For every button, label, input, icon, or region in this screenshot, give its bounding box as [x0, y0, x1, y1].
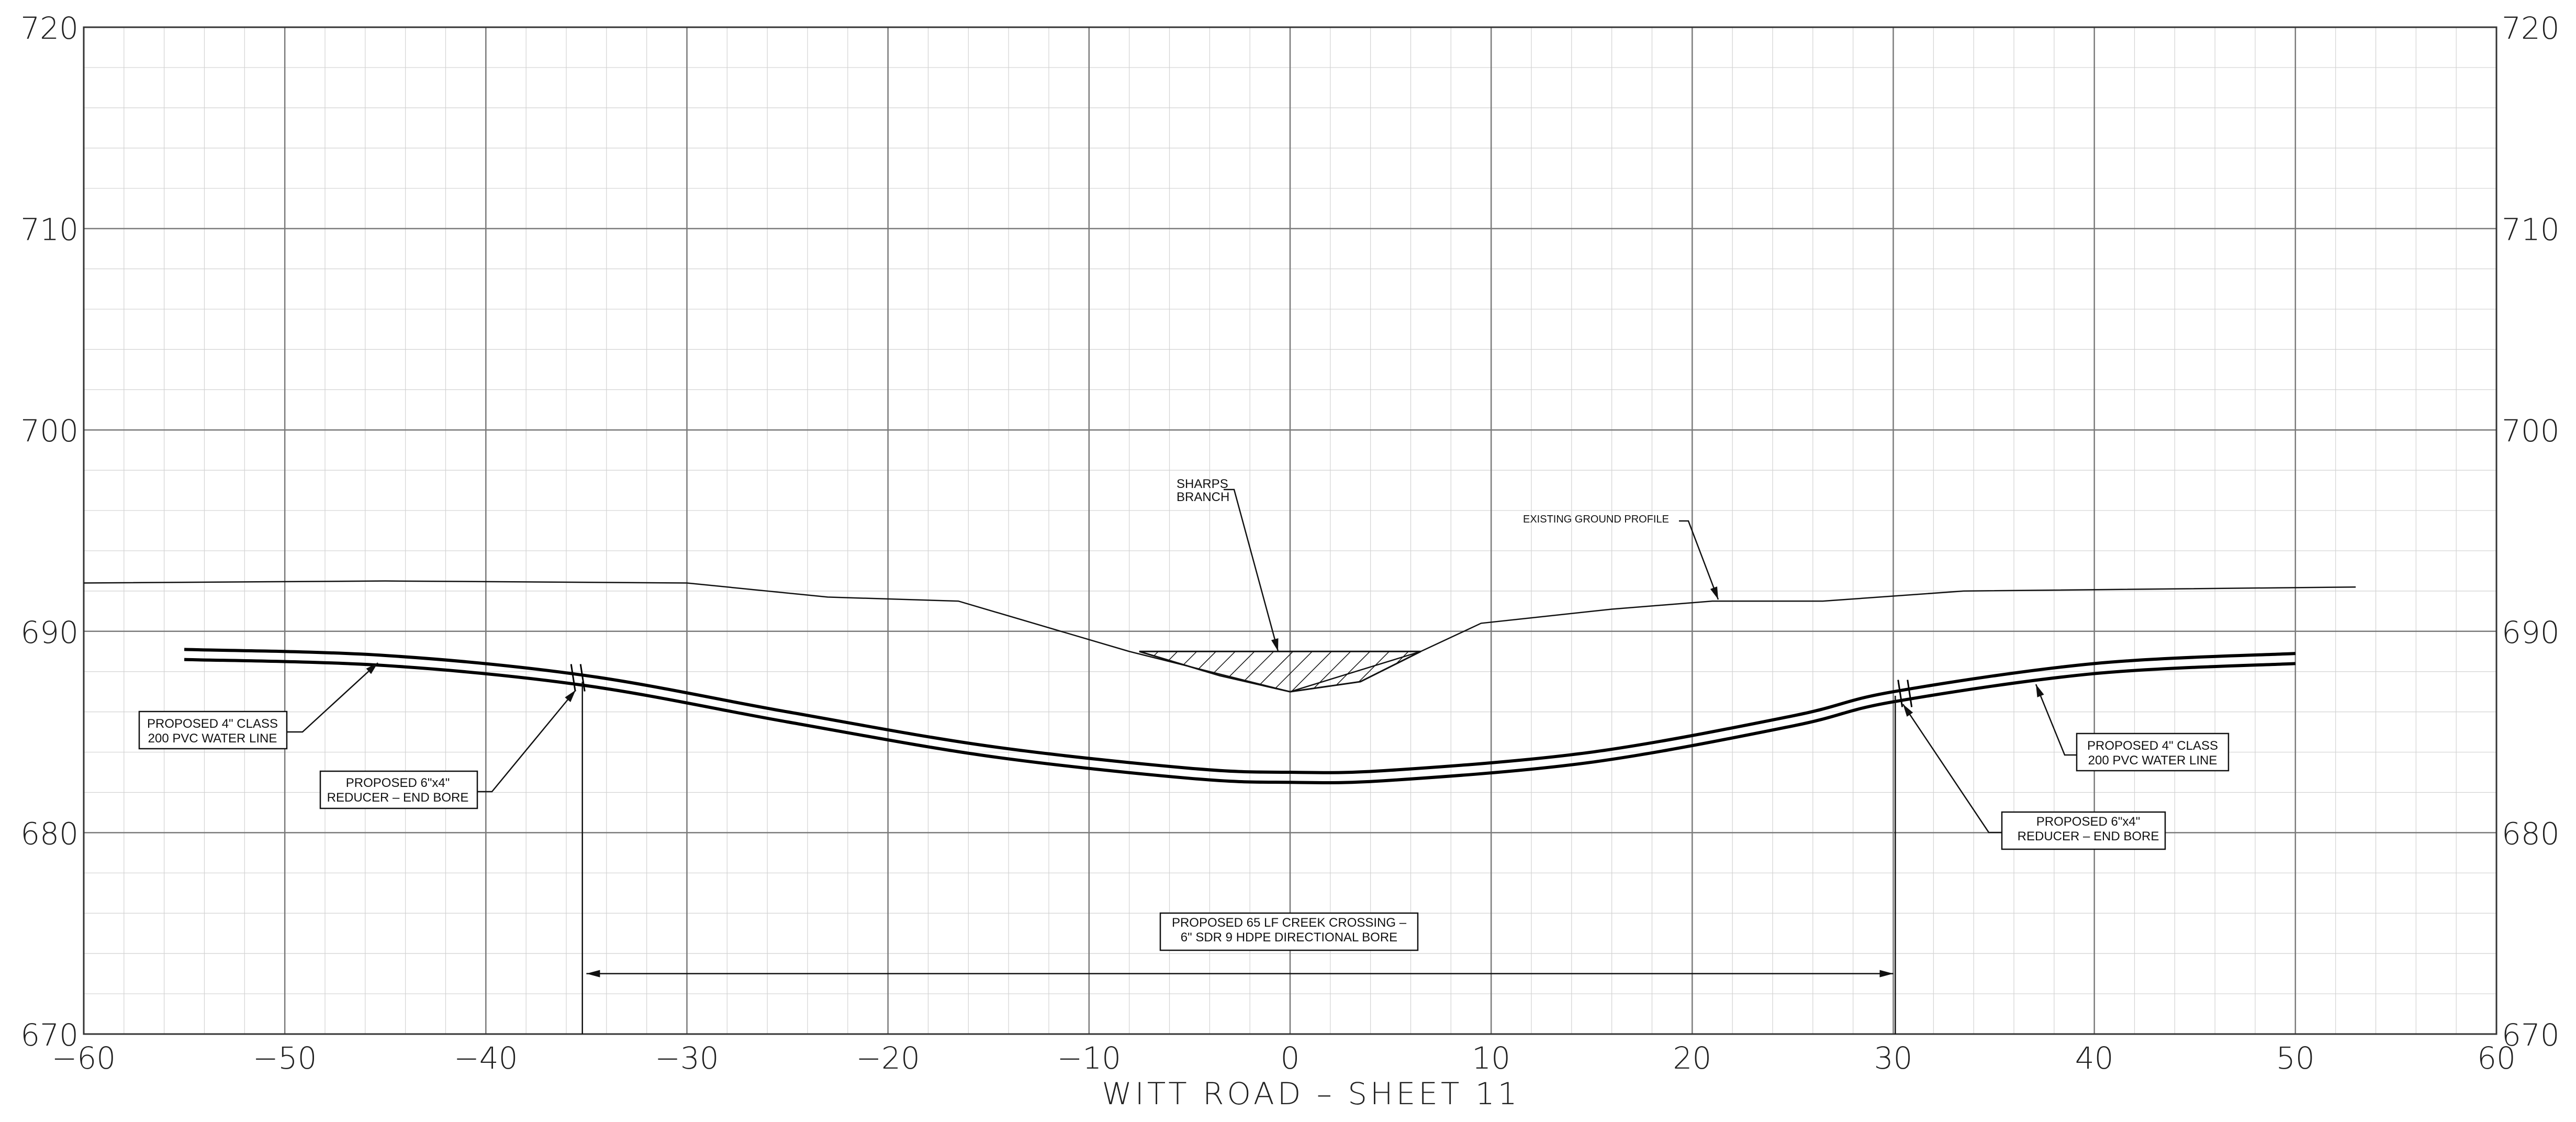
callout-existing-ground: EXISTING GROUND PROFILE — [1523, 514, 1669, 525]
reducer-break-line — [1907, 680, 1913, 707]
x-tick-label: 10 — [1472, 1040, 1510, 1076]
callout-line: REDUCER – END BORE — [2018, 829, 2159, 843]
leader-arrowhead — [366, 663, 378, 674]
x-tick-label: −40 — [454, 1040, 518, 1076]
proposed-water-line-top — [184, 648, 2295, 774]
y-tick-label-left: 720 — [20, 10, 79, 46]
leader-line — [1224, 488, 1279, 652]
callout-line: REDUCER – END BORE — [327, 791, 469, 805]
bore-dimension — [581, 681, 1896, 1034]
callout-leaders — [287, 488, 2077, 834]
callout-water-line-left: PROPOSED 4" CLASS 200 PVC WATER LINE — [138, 710, 288, 750]
leader-arrowhead — [1903, 704, 1913, 717]
dimension-arrowhead — [1879, 970, 1894, 977]
y-tick-label-right: 720 — [2502, 10, 2560, 46]
leader-arrowhead — [565, 690, 576, 702]
x-axis-ticks: −60 −50 −40 −30 −20 −10 0 10 20 30 40 50… — [52, 1040, 2516, 1076]
x-tick-label: −20 — [856, 1040, 920, 1076]
y-tick-label-right: 680 — [2502, 816, 2560, 851]
y-tick-label-left: 680 — [20, 816, 79, 851]
y-tick-label-left: 700 — [20, 413, 79, 449]
creek-water-hatch — [1139, 650, 1421, 693]
leader-arrowhead — [1710, 586, 1718, 599]
leader-line — [287, 662, 378, 733]
x-tick-label: −60 — [52, 1040, 116, 1076]
callout-line: PROPOSED 6"x4" — [2036, 815, 2140, 829]
callout-box — [319, 770, 478, 809]
reducer-break-line — [1897, 680, 1903, 707]
callout-line: PROPOSED 65 LF CREEK CROSSING – — [1172, 916, 1407, 930]
x-tick-label: 50 — [2276, 1040, 2315, 1076]
y-axis-ticks-left: 670 680 690 700 710 720 — [20, 10, 79, 1053]
reducer-break-line — [570, 664, 576, 692]
callout-line: EXISTING GROUND PROFILE — [1523, 514, 1669, 525]
leader-line — [477, 690, 576, 793]
x-tick-label: 60 — [2477, 1040, 2516, 1076]
callout-line: PROPOSED 6"x4" — [346, 776, 450, 790]
y-tick-label-right: 710 — [2502, 212, 2560, 248]
dimension-arrowhead — [586, 970, 600, 977]
sheet-title: WITT ROAD – SHEET 11 — [1102, 1076, 1520, 1112]
x-tick-label: 40 — [2075, 1040, 2114, 1076]
callout-reducer-left: PROPOSED 6"x4" REDUCER – END BORE — [319, 770, 478, 809]
reducer-marks — [570, 664, 1913, 707]
x-tick-label: −30 — [655, 1040, 719, 1076]
proposed-water-line-bottom — [184, 658, 2295, 785]
y-tick-label-right: 700 — [2502, 413, 2560, 449]
callout-water-line-right: PROPOSED 4" CLASS 200 PVC WATER LINE — [2076, 732, 2230, 772]
y-tick-label-left: 670 — [20, 1017, 79, 1053]
leader-arrowhead — [2036, 684, 2044, 697]
leader-arrowhead — [1271, 638, 1279, 651]
y-axis-ticks-right: 670 680 690 700 710 720 — [2502, 10, 2560, 1053]
callout-line: PROPOSED 4" CLASS — [147, 717, 278, 731]
x-tick-label: 0 — [1281, 1040, 1300, 1076]
x-tick-label: −50 — [253, 1040, 317, 1076]
callout-line: PROPOSED 4" CLASS — [2087, 739, 2218, 753]
leader-line — [1679, 520, 1719, 600]
callout-reducer-right: PROPOSED 6"x4" REDUCER – END BORE — [2001, 811, 2166, 850]
callout-line: 200 PVC WATER LINE — [2088, 753, 2217, 768]
y-tick-label-right: 690 — [2502, 615, 2560, 650]
plot-frame — [83, 26, 2497, 1035]
callout-line: BRANCH — [1177, 490, 1229, 504]
callout-sharps-branch: SHARPS BRANCH — [1177, 477, 1229, 504]
y-tick-label-left: 710 — [20, 212, 79, 248]
leader-line — [1902, 704, 2002, 834]
callout-box — [2076, 732, 2230, 772]
callout-line: SHARPS — [1177, 477, 1228, 491]
x-tick-label: −10 — [1057, 1040, 1121, 1076]
callout-box — [2001, 811, 2166, 850]
callout-line: 6" SDR 9 HDPE DIRECTIONAL BORE — [1181, 930, 1397, 945]
callout-line: 200 PVC WATER LINE — [148, 731, 277, 746]
leader-line — [2035, 684, 2077, 756]
x-tick-label: 20 — [1673, 1040, 1711, 1076]
callout-box — [138, 710, 288, 750]
callout-creek-crossing: PROPOSED 65 LF CREEK CROSSING – 6" SDR 9… — [1159, 912, 1419, 951]
reducer-break-line — [579, 664, 586, 692]
callout-box — [1159, 912, 1419, 951]
x-tick-label: 30 — [1874, 1040, 1913, 1076]
y-tick-label-right: 670 — [2502, 1017, 2560, 1053]
y-tick-label-left: 690 — [20, 615, 79, 650]
